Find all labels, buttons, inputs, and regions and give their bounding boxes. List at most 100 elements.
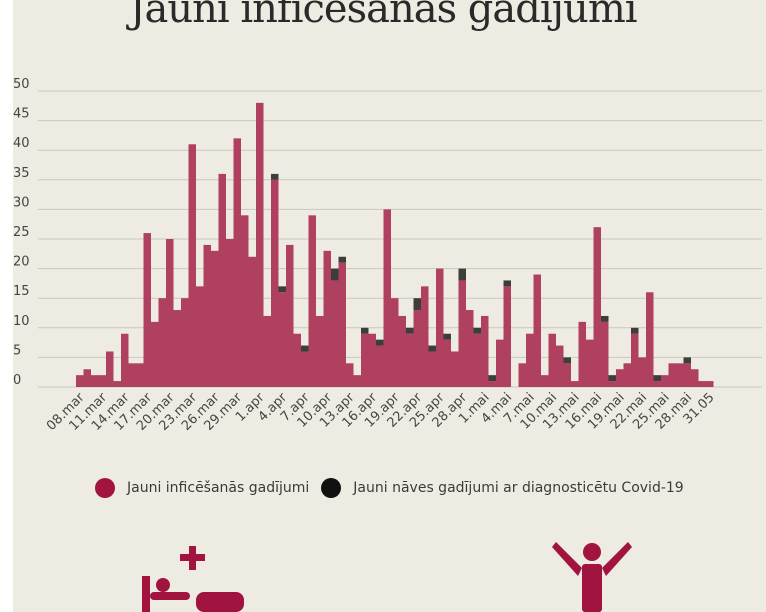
bar-deaths — [278, 286, 286, 293]
y-tick-label: 15 — [13, 284, 30, 299]
bar-infections — [128, 363, 136, 387]
bar-infections — [338, 262, 346, 387]
bar-infections — [631, 333, 639, 387]
bar-infections — [503, 286, 511, 387]
bar-infections — [188, 144, 196, 387]
bar-deaths — [428, 345, 436, 352]
y-tick-label: 5 — [13, 343, 21, 358]
bar-deaths — [683, 357, 691, 364]
bar-infections — [316, 315, 324, 387]
bar-infections — [586, 339, 594, 387]
bar-infections — [391, 298, 399, 387]
y-tick-label: 25 — [13, 225, 30, 240]
bar-infections — [488, 381, 496, 387]
bar-infections — [526, 333, 534, 387]
bar-deaths — [631, 327, 639, 334]
bar-infections — [323, 250, 331, 387]
bar-infections — [676, 363, 684, 387]
bar-infections — [616, 369, 624, 387]
legend: Jauni inficēšanās gadījumi Jauni nāves g… — [95, 476, 696, 500]
bar-infections — [98, 375, 106, 387]
y-tick-label: 45 — [13, 107, 30, 122]
recovered-person-icon — [552, 542, 632, 612]
bar-deaths — [406, 327, 414, 334]
bar-infections — [331, 280, 339, 387]
bar-infections — [271, 179, 279, 387]
hospital-bed-icon — [142, 546, 244, 612]
bar-infections — [376, 345, 384, 387]
bar-deaths — [443, 333, 451, 340]
bar-infections — [443, 339, 451, 387]
legend-dot-deaths — [321, 478, 342, 498]
bar-infections — [263, 315, 271, 387]
bar-infections — [623, 363, 631, 387]
bar-infections — [473, 333, 481, 387]
bar-infections — [691, 369, 699, 387]
bar-infections — [481, 315, 489, 387]
bar-infections — [668, 363, 676, 387]
bar-infections — [556, 345, 564, 387]
bar-infections — [406, 333, 414, 387]
legend-item-deaths[interactable]: Jauni nāves gadījumi ar diagnosticētu Co… — [321, 478, 684, 498]
bar-infections — [256, 102, 264, 387]
bar-infections — [563, 363, 571, 387]
x-axis: 08.mar11.mar14.mar17.mar20.mar23.mar26.m… — [44, 390, 718, 434]
bar-deaths — [271, 173, 279, 180]
bar-infections — [383, 209, 391, 387]
bar-infections — [158, 298, 166, 387]
bar-infections — [143, 233, 151, 387]
bar-infections — [398, 315, 406, 387]
bar-infections — [173, 310, 181, 387]
bar-infections — [196, 286, 204, 387]
bars — [76, 102, 714, 387]
bar-infections — [301, 351, 309, 387]
bar-infections — [698, 381, 706, 387]
bar-infections — [428, 351, 436, 387]
bar-infections — [91, 375, 99, 387]
y-tick-label: 30 — [13, 195, 30, 210]
bar-infections — [226, 239, 234, 387]
bar-infections — [646, 292, 654, 387]
bar-infections — [293, 333, 301, 387]
bar-infections — [601, 321, 609, 387]
bar-infections — [466, 310, 474, 387]
bar-infections — [421, 286, 429, 387]
bar-infections — [218, 173, 226, 387]
bar-deaths — [338, 256, 346, 263]
y-tick-label: 50 — [13, 77, 30, 92]
bar-infections — [136, 363, 144, 387]
bar-infections — [638, 357, 646, 387]
legend-item-infections[interactable]: Jauni inficēšanās gadījumi — [95, 478, 309, 498]
bar-deaths — [503, 280, 511, 287]
bar-deaths — [376, 339, 384, 346]
y-tick-label: 10 — [13, 314, 30, 329]
bar-infections — [113, 381, 121, 387]
bar-infections — [286, 244, 294, 387]
bar-infections — [608, 381, 616, 387]
bar-infections — [653, 381, 661, 387]
bar-infections — [458, 280, 466, 387]
bar-deaths — [488, 375, 496, 382]
y-tick-label: 20 — [13, 255, 30, 270]
bar-infections — [151, 321, 159, 387]
legend-label-infections: Jauni inficēšanās gadījumi — [127, 480, 310, 496]
bar-infections — [233, 138, 241, 387]
bar-infections — [413, 310, 421, 387]
bar-infections — [361, 333, 369, 387]
bar-infections — [278, 292, 286, 387]
legend-label-deaths: Jauni nāves gadījumi ar diagnosticētu Co… — [353, 480, 684, 496]
bar-infections — [106, 351, 114, 387]
gridlines — [38, 90, 762, 388]
y-tick-label: 0 — [13, 373, 21, 388]
bar-infections — [706, 381, 714, 387]
bar-deaths — [331, 268, 339, 281]
bar-infections — [683, 363, 691, 387]
bar-infections — [211, 250, 219, 387]
bar-infections — [203, 244, 211, 387]
bar-infections — [661, 375, 669, 387]
bar-infections — [76, 375, 84, 387]
bar-infections — [346, 363, 354, 387]
bar-infections — [121, 333, 129, 387]
y-tick-label: 35 — [13, 166, 30, 181]
